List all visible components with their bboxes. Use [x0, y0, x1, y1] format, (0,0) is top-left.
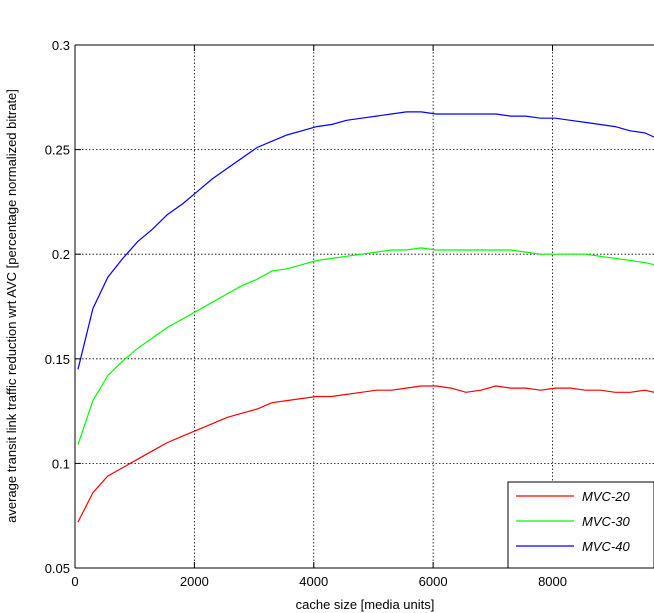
y-tick-label: 0.1 [52, 456, 70, 471]
x-tick-label: 6000 [419, 574, 448, 589]
series-line-mvc-20 [77, 385, 654, 523]
plot-area [75, 45, 654, 568]
y-tick-label: 0.25 [45, 143, 70, 158]
legend-items: MVC-20 MVC-30 MVC-40 [516, 489, 630, 554]
legend-box [507, 481, 654, 569]
x-tick-label: 8000 [538, 574, 567, 589]
y-tick-label: 0.05 [45, 561, 70, 576]
y-axis-label: average transit link traffic reduction w… [4, 89, 19, 523]
y-tick-label: 0.3 [52, 38, 70, 53]
x-tick-label: 0 [71, 574, 78, 589]
series-line-mvc-40 [77, 111, 654, 370]
x-tick-label: 2000 [180, 574, 209, 589]
legend-label-mvc-40: MVC-40 [582, 539, 630, 554]
legend-label-mvc-20: MVC-20 [582, 489, 630, 504]
y-tick-label: 0.15 [45, 352, 70, 367]
legend-label-mvc-30: MVC-30 [582, 514, 630, 529]
y-ticks: 0.05 0.1 0.15 0.2 0.25 0.3 [45, 38, 81, 576]
x-axis-label: cache size [media units] [296, 597, 435, 612]
series-layer [77, 111, 654, 523]
series-line-mvc-30 [77, 247, 654, 445]
y-tick-label: 0.2 [52, 247, 70, 262]
legend: MVC-20 MVC-30 MVC-40 [507, 481, 654, 569]
x-tick-label: 4000 [299, 574, 328, 589]
